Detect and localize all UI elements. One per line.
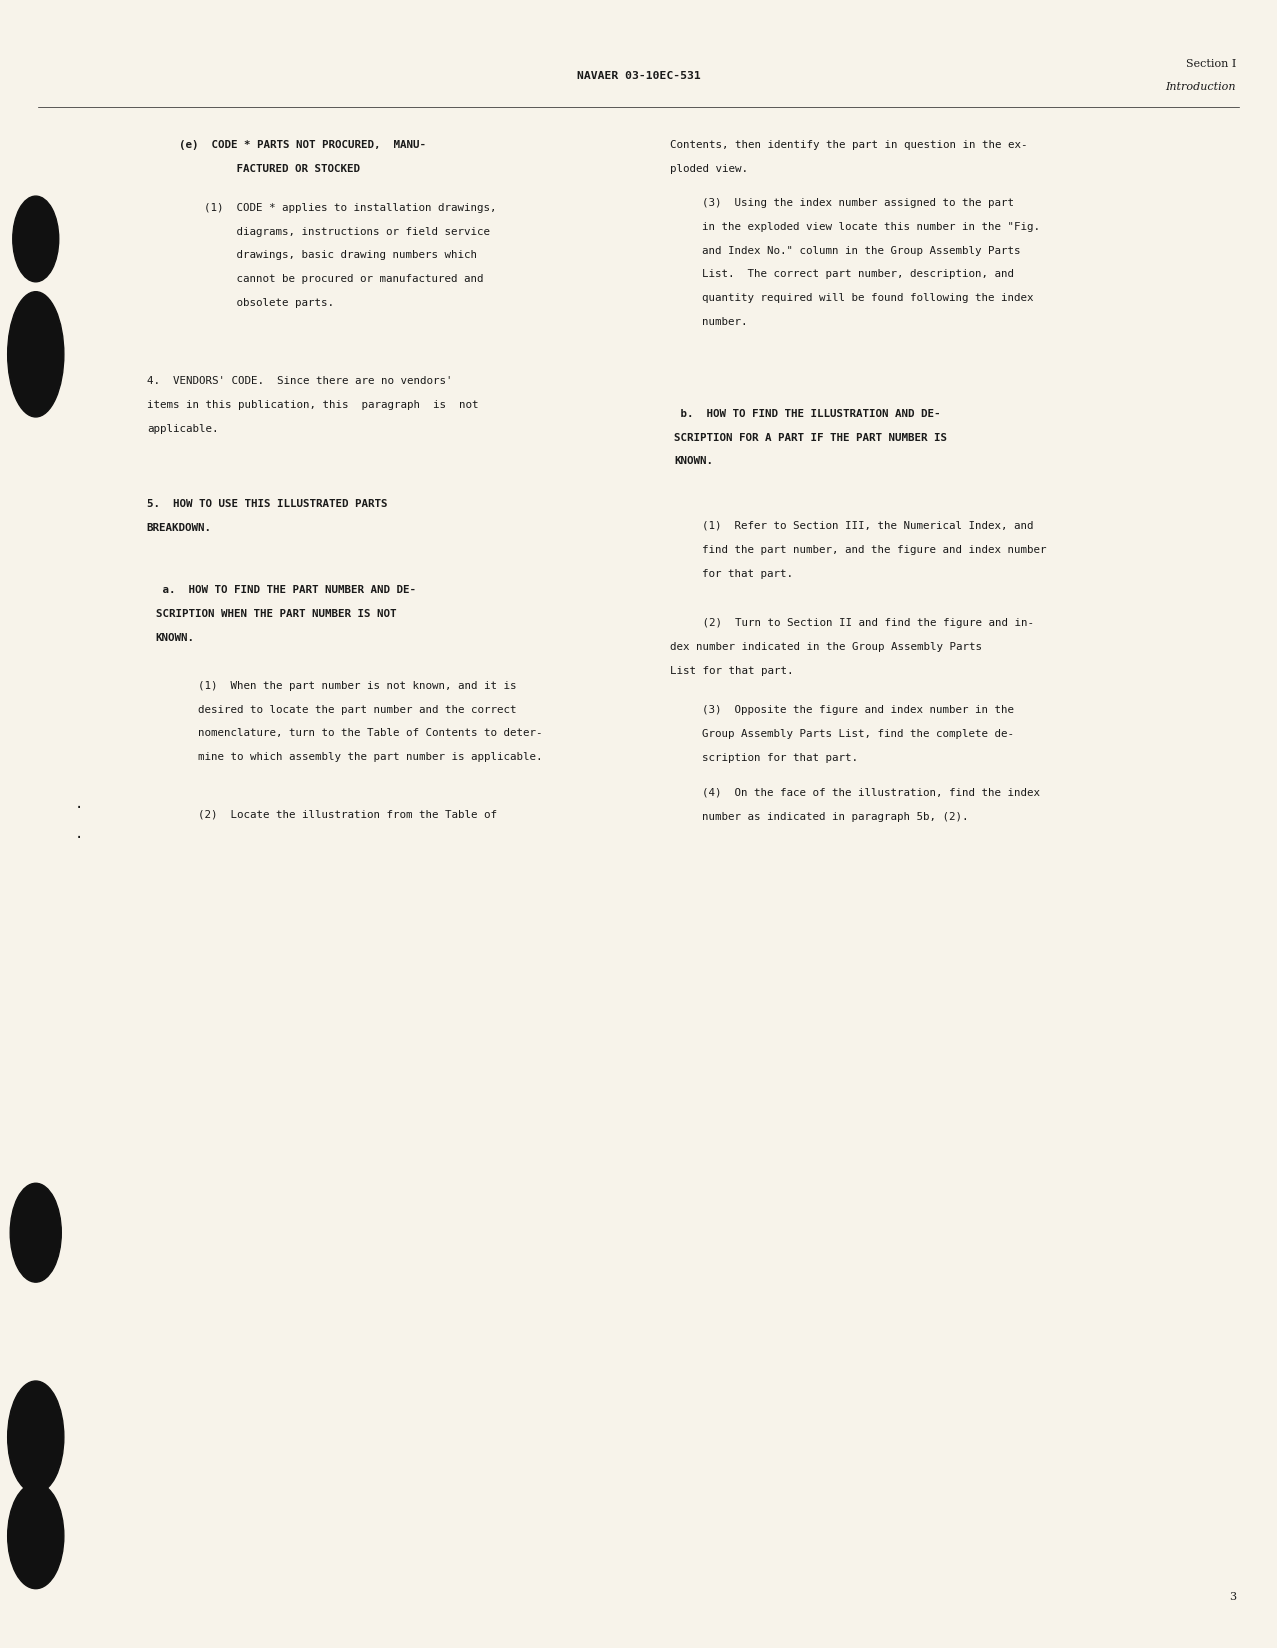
Text: KNOWN.: KNOWN. — [156, 633, 195, 643]
Text: NAVAER 03-10EC-531: NAVAER 03-10EC-531 — [577, 71, 700, 81]
Text: 3: 3 — [1228, 1592, 1236, 1602]
Text: items in this publication, this  paragraph  is  not: items in this publication, this paragrap… — [147, 400, 479, 410]
Text: SCRIPTION WHEN THE PART NUMBER IS NOT: SCRIPTION WHEN THE PART NUMBER IS NOT — [156, 610, 396, 620]
Text: 4.  VENDORS' CODE.  Since there are no vendors': 4. VENDORS' CODE. Since there are no ven… — [147, 376, 452, 386]
Text: in the exploded view locate this number in the "Fig.: in the exploded view locate this number … — [702, 222, 1041, 232]
Text: drawings, basic drawing numbers which: drawings, basic drawing numbers which — [204, 250, 478, 260]
Text: scription for that part.: scription for that part. — [702, 753, 858, 763]
Text: for that part.: for that part. — [702, 569, 793, 578]
Text: .: . — [75, 827, 83, 840]
Text: Group Assembly Parts List, find the complete de-: Group Assembly Parts List, find the comp… — [702, 728, 1014, 740]
Text: and Index No." column in the Group Assembly Parts: and Index No." column in the Group Assem… — [702, 246, 1020, 255]
Ellipse shape — [10, 1183, 61, 1282]
Text: quantity required will be found following the index: quantity required will be found followin… — [702, 293, 1034, 303]
Ellipse shape — [8, 292, 64, 417]
Text: Contents, then identify the part in question in the ex-: Contents, then identify the part in ques… — [670, 140, 1028, 150]
Text: (3)  Opposite the figure and index number in the: (3) Opposite the figure and index number… — [702, 705, 1014, 715]
Text: mine to which assembly the part number is applicable.: mine to which assembly the part number i… — [198, 751, 543, 763]
Ellipse shape — [8, 1483, 64, 1589]
Ellipse shape — [13, 196, 59, 282]
Text: ploded view.: ploded view. — [670, 165, 748, 175]
Text: .: . — [75, 798, 83, 811]
Text: Introduction: Introduction — [1166, 82, 1236, 92]
Text: (4)  On the face of the illustration, find the index: (4) On the face of the illustration, fin… — [702, 788, 1041, 798]
Text: dex number indicated in the Group Assembly Parts: dex number indicated in the Group Assemb… — [670, 643, 982, 653]
Text: (3)  Using the index number assigned to the part: (3) Using the index number assigned to t… — [702, 198, 1014, 208]
Text: (1)  CODE * applies to installation drawings,: (1) CODE * applies to installation drawi… — [204, 203, 497, 213]
Text: (1)  When the part number is not known, and it is: (1) When the part number is not known, a… — [198, 681, 516, 691]
Text: number.: number. — [702, 318, 748, 328]
Text: List for that part.: List for that part. — [670, 666, 794, 676]
Text: BREAKDOWN.: BREAKDOWN. — [147, 524, 212, 534]
Text: FACTURED OR STOCKED: FACTURED OR STOCKED — [204, 165, 360, 175]
Text: nomenclature, turn to the Table of Contents to deter-: nomenclature, turn to the Table of Conte… — [198, 728, 543, 738]
Text: find the part number, and the figure and index number: find the part number, and the figure and… — [702, 544, 1047, 555]
Text: SCRIPTION FOR A PART IF THE PART NUMBER IS: SCRIPTION FOR A PART IF THE PART NUMBER … — [674, 432, 948, 443]
Text: diagrams, instructions or field service: diagrams, instructions or field service — [204, 227, 490, 237]
Text: (1)  Refer to Section III, the Numerical Index, and: (1) Refer to Section III, the Numerical … — [702, 521, 1034, 531]
Text: applicable.: applicable. — [147, 424, 218, 433]
Ellipse shape — [8, 1381, 64, 1493]
Text: Section I: Section I — [1186, 59, 1236, 69]
Text: a.  HOW TO FIND THE PART NUMBER AND DE-: a. HOW TO FIND THE PART NUMBER AND DE- — [156, 585, 416, 595]
Text: obsolete parts.: obsolete parts. — [204, 298, 335, 308]
Text: cannot be procured or manufactured and: cannot be procured or manufactured and — [204, 275, 484, 285]
Text: KNOWN.: KNOWN. — [674, 456, 714, 466]
Text: desired to locate the part number and the correct: desired to locate the part number and th… — [198, 705, 516, 715]
Text: 5.  HOW TO USE THIS ILLUSTRATED PARTS: 5. HOW TO USE THIS ILLUSTRATED PARTS — [147, 499, 387, 509]
Text: List.  The correct part number, description, and: List. The correct part number, descripti… — [702, 269, 1014, 280]
Text: b.  HOW TO FIND THE ILLUSTRATION AND DE-: b. HOW TO FIND THE ILLUSTRATION AND DE- — [674, 409, 941, 419]
Text: number as indicated in paragraph 5b, (2).: number as indicated in paragraph 5b, (2)… — [702, 811, 969, 822]
Text: (2)  Locate the illustration from the Table of: (2) Locate the illustration from the Tab… — [198, 809, 497, 819]
Text: (2)  Turn to Section II and find the figure and in-: (2) Turn to Section II and find the figu… — [670, 618, 1034, 628]
Text: (e)  CODE * PARTS NOT PROCURED,  MANU-: (e) CODE * PARTS NOT PROCURED, MANU- — [179, 140, 425, 150]
